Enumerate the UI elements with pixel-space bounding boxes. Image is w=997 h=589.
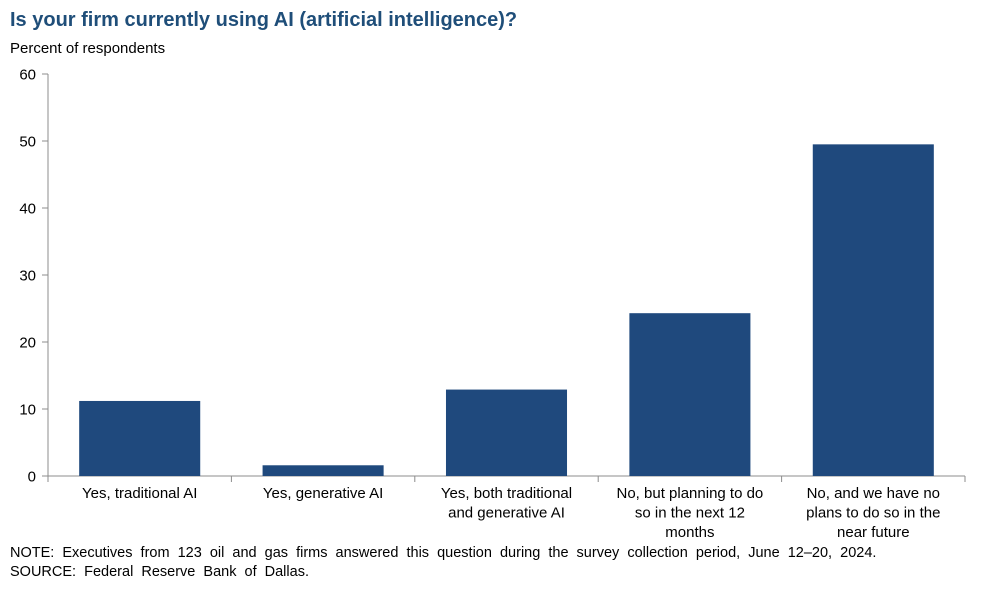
x-tick-label: Yes, generative AI [263,485,383,502]
bar [629,313,751,476]
x-tick-label: so in the next 12 [635,505,745,522]
y-axis-label: Percent of respondents [10,40,166,57]
bar [79,400,201,476]
bar [262,465,384,476]
note-text: NOTE: Executives from 123 oil and gas fi… [10,545,877,561]
y-tick-label: 50 [19,134,36,151]
y-tick-label: 40 [19,201,36,218]
y-axis: 0 10 20 30 40 50 60 [19,67,49,486]
x-tick-label: Yes, both traditional [441,485,572,502]
x-tick-label: and generative AI [448,505,565,522]
y-tick-label: 30 [19,268,36,285]
x-tick-label: near future [837,524,910,541]
bar [812,144,934,476]
source-text: SOURCE: Federal Reserve Bank of Dallas. [10,564,309,580]
y-tick-label: 60 [19,67,36,84]
x-tick-label: No, and we have no [807,485,940,502]
x-tick-labels: Yes, traditional AI Yes, generative AI Yes… [82,485,940,541]
y-tick-label: 20 [19,335,36,352]
x-tick-label: plans to do so in the [806,505,940,522]
y-tick-label: 0 [28,469,36,486]
x-axis [47,475,966,482]
x-tick-label: months [665,524,714,541]
y-tick-label: 10 [19,402,36,419]
footnotes: NOTE: Executives from 123 oil and gas fi… [10,544,876,582]
x-tick-label: No, but planning to do [617,485,764,502]
chart-title: Is your firm currently using AI (artific… [10,9,518,31]
x-tick-label: Yes, traditional AI [82,485,197,502]
bar [445,389,568,476]
bars [79,144,934,476]
